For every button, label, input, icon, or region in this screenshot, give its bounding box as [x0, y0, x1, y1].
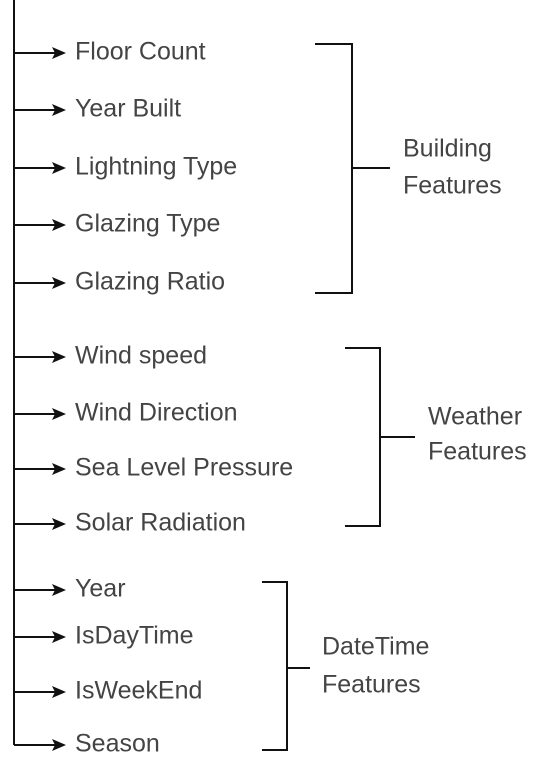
group-bracket	[315, 43, 390, 294]
arrow-head	[52, 631, 66, 643]
arrow-head	[52, 162, 66, 174]
arrow-head	[52, 219, 66, 231]
group-bracket	[345, 347, 415, 527]
arrow-head	[52, 47, 66, 59]
feature-label: Year	[75, 575, 126, 603]
group-label: Features	[403, 172, 502, 200]
group-label: Building	[403, 135, 492, 163]
arrow-head	[52, 351, 66, 363]
group-label: Features	[322, 671, 421, 699]
arrow-head	[52, 739, 66, 751]
feature-label: Wind speed	[75, 342, 207, 370]
arrow-head	[52, 686, 66, 698]
arrow-head	[52, 584, 66, 596]
arrow-head	[52, 408, 66, 420]
group-label: Weather	[428, 403, 522, 431]
arrow-head	[52, 518, 66, 530]
feature-label: Wind Direction	[75, 399, 238, 427]
group-label: Features	[428, 438, 527, 466]
group-bracket	[262, 581, 310, 751]
feature-label: Solar Radiation	[75, 509, 246, 537]
feature-label: Lightning Type	[75, 153, 237, 181]
arrow-head	[52, 104, 66, 116]
feature-label: Year Built	[75, 95, 181, 123]
feature-label: Season	[75, 730, 160, 758]
feature-label: Floor Count	[75, 38, 206, 66]
feature-label: IsWeekEnd	[75, 677, 202, 705]
arrow-head	[52, 277, 66, 289]
arrow-head	[52, 463, 66, 475]
feature-label: Sea Level Pressure	[75, 454, 293, 482]
feature-label: Glazing Type	[75, 210, 220, 238]
feature-label: IsDayTime	[75, 622, 194, 650]
group-label: DateTime	[322, 633, 429, 661]
feature-label: Glazing Ratio	[75, 268, 225, 296]
